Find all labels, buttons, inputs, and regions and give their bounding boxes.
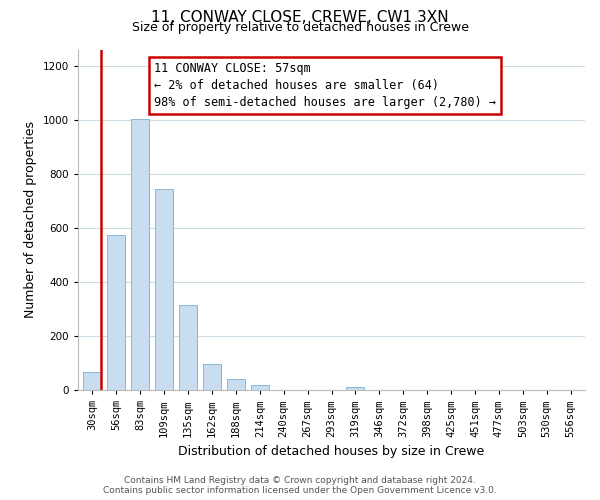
Text: 11 CONWAY CLOSE: 57sqm
← 2% of detached houses are smaller (64)
98% of semi-deta: 11 CONWAY CLOSE: 57sqm ← 2% of detached … [154, 62, 496, 109]
Bar [179, 305, 197, 390]
Text: Size of property relative to detached houses in Crewe: Size of property relative to detached ho… [131, 21, 469, 34]
Bar [107, 235, 125, 390]
X-axis label: Distribution of detached houses by size in Crewe: Distribution of detached houses by size … [178, 445, 485, 458]
Bar [155, 189, 173, 390]
Bar [346, 388, 364, 390]
Bar [203, 364, 221, 390]
Bar [227, 379, 245, 390]
Y-axis label: Number of detached properties: Number of detached properties [24, 122, 37, 318]
Text: 11, CONWAY CLOSE, CREWE, CW1 3XN: 11, CONWAY CLOSE, CREWE, CW1 3XN [151, 10, 449, 25]
Bar [131, 119, 149, 390]
Bar [83, 372, 101, 390]
Bar [251, 384, 269, 390]
Text: Contains HM Land Registry data © Crown copyright and database right 2024.
Contai: Contains HM Land Registry data © Crown c… [103, 476, 497, 495]
